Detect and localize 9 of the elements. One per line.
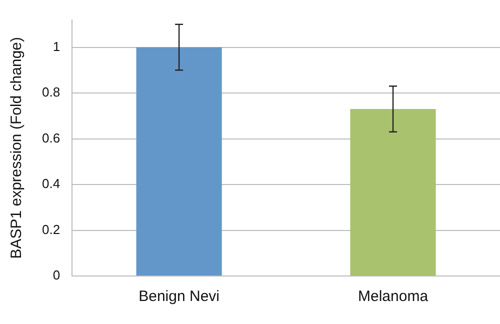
y-tick-label: 0: [52, 268, 60, 283]
y-tick-label: 0.2: [42, 222, 60, 237]
y-tick-label: 0.6: [42, 130, 60, 146]
y-tick-label: 1: [52, 38, 60, 54]
x-tick-label: Melanoma: [358, 288, 429, 306]
x-tick-label: Benign Nevi: [138, 288, 220, 306]
y-tick-label: 0.8: [42, 84, 60, 100]
y-tick-label: 0.4: [42, 176, 60, 192]
y-axis-title: BASP1 expression (Fold change): [8, 37, 26, 259]
